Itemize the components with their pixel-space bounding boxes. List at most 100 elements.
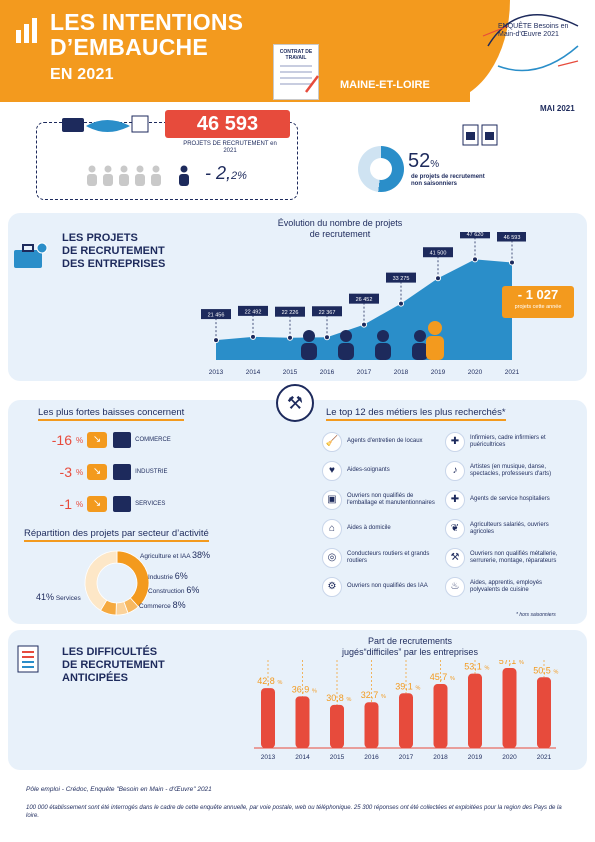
- pie-title: Répartition des projets par secteur d’ac…: [24, 528, 209, 542]
- person-icon: [426, 336, 444, 360]
- baisse-row: -3% ↘ INDUSTRIE: [44, 464, 167, 480]
- seasonal-label-2: non saisonniers: [411, 181, 458, 187]
- pie-label-construction-pct: 6%: [186, 585, 200, 595]
- difficult-tick-label: 2015: [330, 754, 345, 761]
- job-item: ❦ Agriculteurs salariés, ouvriers agricol…: [445, 519, 570, 539]
- job-label: Infirmiers, cadre infirmiers et puéricul…: [470, 434, 546, 449]
- seasonal-label-1: de projets de recrutement: [411, 174, 485, 180]
- projects-data-label: 41 500: [430, 251, 447, 257]
- job-icon: ♨: [445, 577, 465, 597]
- job-item: ⌂ Aides à domicile: [322, 519, 442, 539]
- difficult-bar: [502, 668, 517, 748]
- change-decimals: 2%: [231, 170, 247, 182]
- pie-label-agri: Agriculture et IAA 38%: [140, 550, 210, 560]
- difficult-tick-label: 2013: [261, 754, 276, 761]
- baisse-sector: COMMERCE: [135, 437, 171, 443]
- difficult-bar: [399, 693, 413, 748]
- difficult-data-label: 50,5: [533, 665, 551, 675]
- top-title: Le top 12 des métiers les plus recherché…: [326, 407, 506, 421]
- difficult-data-label: 42,8: [257, 676, 275, 686]
- projects-change: - 2,2%: [205, 163, 247, 184]
- baisse-row: -16% ↘ COMMERCE: [44, 432, 171, 448]
- job-icon: ❦: [445, 519, 465, 539]
- difficult-data-unit: %: [519, 660, 524, 666]
- pie-label-services-name: Services: [55, 595, 81, 602]
- projects-tick-label: 2019: [431, 369, 446, 376]
- title-line-3: EN 2021: [50, 66, 114, 83]
- projects-point: [287, 334, 293, 341]
- section1-title-3: DES ENTREPRISES: [62, 258, 166, 270]
- projects-data-label: 26 452: [356, 297, 373, 303]
- projects-chart-title-1: Évolution du nombre de projets: [277, 218, 403, 228]
- difficult-bar: [433, 684, 448, 748]
- difficult-tick-label: 2021: [537, 754, 552, 761]
- bmo-logo: [482, 14, 579, 72]
- contract-document-icon: CONTRAT DE TRAVAIL: [273, 44, 319, 100]
- job-label: Agriculteurs salariés, ouvriers agricole…: [470, 521, 549, 536]
- job-label: Ouvriers non qualifiés de l'emballage et…: [347, 492, 435, 507]
- job-label: Aides-soignants: [347, 467, 390, 474]
- person-icon: [377, 330, 389, 342]
- header-band: [0, 0, 470, 102]
- job-label: Agents d'entretien de locaux: [347, 438, 423, 445]
- job-label: Ouvriers non qualifiés des IAA: [347, 583, 428, 590]
- seasonal-pct-value: 52: [408, 150, 431, 172]
- people-icons: [87, 165, 189, 186]
- projects-point: [509, 259, 515, 266]
- pie-label-industrie: Industrie 6%: [148, 571, 188, 581]
- projects-label-bg: [386, 272, 416, 283]
- projects-point: [361, 321, 367, 328]
- pie-label-industrie-pct: 6%: [174, 571, 188, 581]
- delta-box: - 1 027 projets cette année: [502, 286, 574, 318]
- difficult-data-label: 30,8: [326, 693, 344, 703]
- person-icon: [338, 343, 354, 360]
- pie-label-construction: Construction 6%: [148, 585, 199, 595]
- pen-icon: [305, 75, 319, 93]
- change-main: - 2,: [205, 163, 232, 183]
- projects-point: [435, 275, 441, 282]
- projects-label-bg: [275, 306, 305, 317]
- difficult-data-unit: %: [416, 685, 421, 691]
- projects-point: [324, 334, 330, 341]
- job-label: Aides, apprentis, employés polyvalents d…: [470, 579, 543, 594]
- baisse-pct: -16: [51, 432, 72, 448]
- difficult-data-label: 45,7: [430, 672, 448, 682]
- section3-title-3: ANTICIPÉES: [62, 672, 129, 684]
- sector-icon: [113, 464, 132, 480]
- handshake-icon: [62, 115, 149, 133]
- sector-icon: [113, 496, 132, 512]
- baisse-unit: %: [76, 467, 84, 477]
- difficult-chart-title-2: jugés“difficiles” par les entreprises: [342, 647, 478, 657]
- contract-label: CONTRAT DE TRAVAIL: [279, 49, 313, 61]
- projects-label: PROJETS DE RECRUTEMENT en 2021: [183, 141, 277, 154]
- projects-tick-label: 2015: [283, 369, 298, 376]
- delta-value: - 1 027: [517, 287, 559, 302]
- title-line-2: D’EMBAUCHE: [50, 34, 208, 60]
- job-item: ◎ Conducteurs routiers et grands routiers: [322, 548, 442, 568]
- bar-chart-icon: [16, 18, 37, 43]
- pie-label-commerce-name: Commerce: [139, 603, 171, 610]
- difficult-data-label: 57,1: [499, 660, 517, 666]
- difficult-bar: [468, 673, 482, 748]
- difficult-data-unit: %: [450, 676, 455, 682]
- projects-tick-label: 2021: [505, 369, 520, 376]
- baisse-pct: -1: [59, 496, 72, 512]
- difficult-bar: [261, 688, 275, 748]
- job-label: Conducteurs routiers et grands routiers: [347, 550, 430, 565]
- person-icon: [301, 343, 317, 360]
- section1-title-1: LES PROJETS: [62, 232, 138, 244]
- job-icon: 🧹: [322, 432, 342, 452]
- header: LES INTENTIONS D’EMBAUCHE EN 2021 CONTRA…: [0, 0, 595, 102]
- difficult-chart-title: Part de recrutements jugés“difficiles” p…: [310, 636, 510, 658]
- difficult-tick-label: 2019: [468, 754, 483, 761]
- difficult-chart-title-1: Part de recrutements: [367, 636, 453, 646]
- projects-data-label: 47 620: [467, 232, 484, 238]
- job-item: ⚙ Ouvriers non qualifiés des IAA: [322, 577, 442, 597]
- job-icon: ⚙: [322, 577, 342, 597]
- section3-title-1: LES DIFFICULTÉS: [62, 646, 158, 658]
- difficult-bar: [330, 704, 344, 748]
- projects-label-bg: [201, 309, 231, 320]
- projects-tick-label: 2013: [209, 369, 224, 376]
- section1-title-2: DE RECRUTEMENT: [62, 245, 165, 257]
- difficult-tick-label: 2014: [295, 754, 310, 761]
